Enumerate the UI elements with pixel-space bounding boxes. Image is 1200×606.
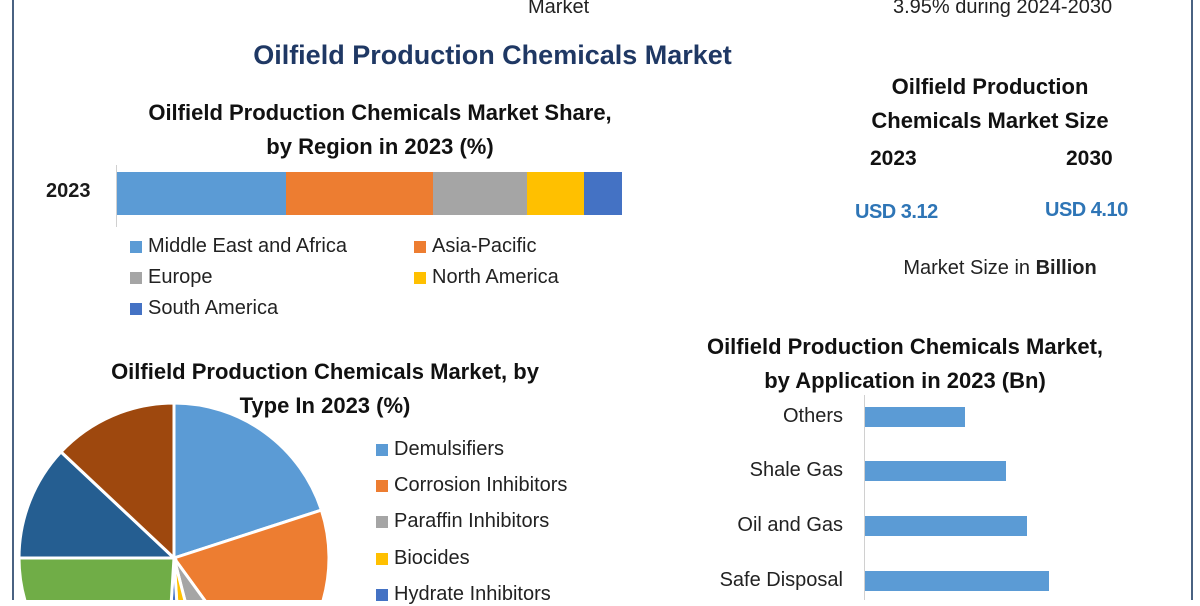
region-title-line1: Oilfield Production Chemicals Market Sha… xyxy=(148,100,612,125)
legend-item-paraffin-inhibitors: Paraffin Inhibitors xyxy=(376,510,549,533)
market-size-note: Market Size in Billion xyxy=(903,257,1097,279)
pie-slice xyxy=(172,557,207,600)
legend-swatch xyxy=(130,271,142,284)
legend-item-corrosion-inhibitors: Corrosion Inhibitors xyxy=(376,474,567,497)
market-size-year-2030: 2030 xyxy=(1066,147,1113,170)
page-title: Oilfield Production Chemicals Market xyxy=(253,40,732,70)
region-segment xyxy=(117,172,287,215)
legend-swatch xyxy=(376,552,388,565)
region-segment xyxy=(286,172,434,215)
market-size-title: Oilfield Production Chemicals Market Siz… xyxy=(871,74,1109,133)
market-size-year-2023: 2023 xyxy=(870,147,917,170)
application-category-label: Shale Gas xyxy=(749,459,843,481)
region-axis xyxy=(116,165,117,227)
application-bar xyxy=(865,461,1007,481)
legend-item-hydrate-inhibitors: Hydrate Inhibitors xyxy=(376,583,551,606)
application-bar xyxy=(865,516,1027,536)
top-cut-text-right: 3.95% during 2024-2030 xyxy=(893,0,1113,18)
application-chart-title: Oilfield Production Chemicals Market, by… xyxy=(706,334,1104,393)
type-chart-title: Oilfield Production Chemicals Market, by… xyxy=(111,359,539,418)
legend-item-europe: Europe xyxy=(130,266,213,289)
pie-slice xyxy=(171,508,331,600)
application-bar xyxy=(865,407,966,427)
legend-swatch xyxy=(414,240,426,253)
application-category-label: Others xyxy=(782,405,843,427)
legend-item-biocides: Biocides xyxy=(376,547,470,570)
application-category-label: Safe Disposal xyxy=(719,569,843,591)
legend-item-south-america: South America xyxy=(130,297,278,320)
top-cut-text-left: Market xyxy=(528,0,590,18)
legend-item-north-america: North America xyxy=(414,266,559,289)
market-size-value-2030: USD 4.10 xyxy=(1045,199,1128,221)
region-title-line2: by Region in 2023 (%) xyxy=(266,134,494,159)
application-category-label: Oil and Gas xyxy=(737,514,843,536)
type-pie-chart xyxy=(17,401,331,600)
pie-slice xyxy=(17,449,178,560)
pie-slice xyxy=(17,556,176,600)
region-segment xyxy=(527,172,585,215)
legend-swatch xyxy=(376,479,388,492)
legend-item-apac: Asia-Pacific xyxy=(414,235,536,258)
frame-border-left xyxy=(12,0,14,600)
region-stacked-bar xyxy=(117,172,622,215)
legend-swatch xyxy=(376,588,388,601)
region-category-label: 2023 xyxy=(46,180,91,202)
legend-swatch xyxy=(376,443,388,456)
legend-item-mea: Middle East and Africa xyxy=(130,235,347,258)
legend-swatch xyxy=(130,240,142,253)
legend-swatch xyxy=(376,515,388,528)
legend-swatch xyxy=(130,302,142,315)
region-segment xyxy=(584,172,622,215)
legend-item-demulsifiers: Demulsifiers xyxy=(376,438,504,461)
region-chart-title: Oilfield Production Chemicals Market Sha… xyxy=(100,96,660,164)
market-size-value-2023: USD 3.12 xyxy=(855,201,938,223)
pie-slice xyxy=(172,401,324,561)
application-bar xyxy=(865,571,1050,591)
pie-slice xyxy=(58,401,176,562)
application-axis xyxy=(864,395,865,600)
frame-border-right xyxy=(1191,0,1193,600)
legend-swatch xyxy=(414,271,426,284)
region-segment xyxy=(433,172,528,215)
